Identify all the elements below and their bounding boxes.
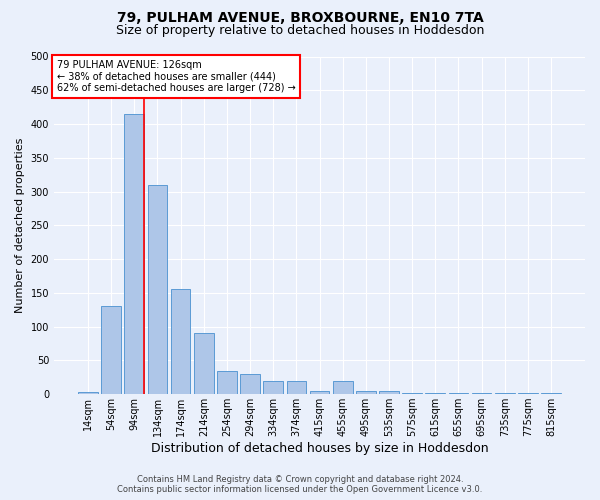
Bar [124,114,144,394]
Bar [333,380,353,394]
Bar [101,306,121,394]
Bar [379,391,399,394]
Bar [263,380,283,394]
Bar [148,185,167,394]
Bar [217,370,237,394]
Text: 79 PULHAM AVENUE: 126sqm
← 38% of detached houses are smaller (444)
62% of semi-: 79 PULHAM AVENUE: 126sqm ← 38% of detach… [56,60,295,93]
Bar [541,393,561,394]
Bar [194,334,214,394]
Bar [425,393,445,394]
Text: Size of property relative to detached houses in Hoddesdon: Size of property relative to detached ho… [116,24,484,37]
Bar [356,391,376,394]
Bar [171,290,190,394]
Bar [240,374,260,394]
Text: 79, PULHAM AVENUE, BROXBOURNE, EN10 7TA: 79, PULHAM AVENUE, BROXBOURNE, EN10 7TA [116,11,484,25]
Bar [78,392,98,394]
Bar [402,393,422,394]
Bar [287,380,306,394]
Y-axis label: Number of detached properties: Number of detached properties [15,138,25,313]
Bar [310,391,329,394]
X-axis label: Distribution of detached houses by size in Hoddesdon: Distribution of detached houses by size … [151,442,488,455]
Text: Contains HM Land Registry data © Crown copyright and database right 2024.
Contai: Contains HM Land Registry data © Crown c… [118,474,482,494]
